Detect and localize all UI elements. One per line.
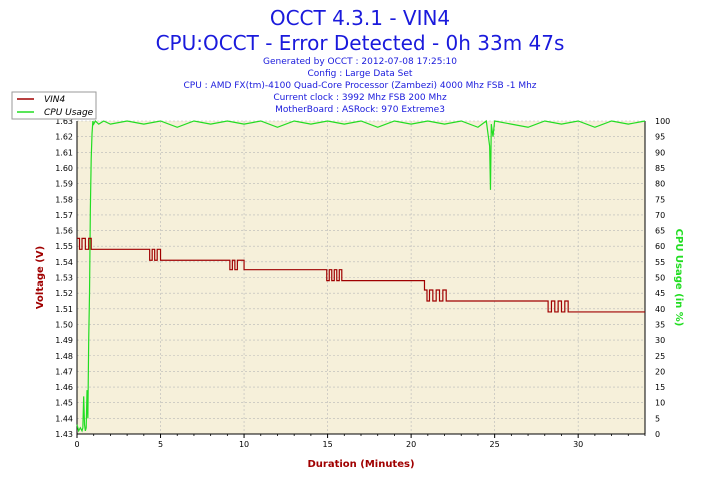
y-tick-right-label: 40: [655, 305, 665, 314]
y-tick-right-label: 100: [655, 117, 670, 126]
y-tick-left-label: 1.49: [55, 336, 73, 345]
y-tick-left-label: 1.51: [55, 305, 73, 314]
y-axis-right-label: CPU Usage (in %): [673, 229, 684, 327]
y-tick-right-label: 0: [655, 430, 660, 439]
y-tick-left-label: 1.59: [55, 180, 73, 189]
legend: VIN4 CPU Usage: [11, 91, 97, 120]
y-tick-right-label: 45: [655, 289, 665, 298]
y-tick-left-label: 1.56: [55, 227, 73, 236]
y-tick-left-label: 1.52: [55, 289, 73, 298]
x-tick-label: 15: [322, 440, 332, 449]
y-tick-left-label: 1.62: [55, 133, 73, 142]
y-tick-right-label: 85: [655, 164, 665, 173]
y-tick-left-label: 1.47: [55, 367, 73, 376]
y-tick-left-label: 1.55: [55, 242, 73, 251]
info-motherboard: MotherBoard : ASRock: 970 Extreme3: [275, 105, 445, 115]
y-tick-right-label: 10: [655, 399, 665, 408]
y-tick-right-label: 20: [655, 367, 665, 376]
x-tick-label: 30: [573, 440, 583, 449]
y-tick-right-label: 55: [655, 258, 665, 267]
legend-box: [11, 91, 97, 120]
legend-label-cpu-usage: CPU Usage: [44, 108, 94, 118]
y-tick-left-label: 1.57: [55, 211, 73, 220]
y-tick-right-label: 90: [655, 148, 665, 157]
info-clock: Current clock : 3992 Mhz FSB 200 Mhz: [273, 93, 447, 103]
y-tick-right-label: 5: [655, 414, 660, 423]
y-tick-right-label: 60: [655, 242, 665, 251]
y-tick-left-label: 1.48: [55, 352, 73, 361]
y-tick-left-label: 1.45: [55, 399, 73, 408]
info-cpu: CPU : AMD FX(tm)-4100 Quad-Core Processo…: [183, 81, 537, 91]
y-axis-left-label: Voltage (V): [35, 246, 46, 309]
y-tick-left-label: 1.53: [55, 274, 73, 283]
y-tick-right-label: 80: [655, 180, 665, 189]
series-line-vin4: [77, 237, 645, 313]
y-tick-right-label: 30: [655, 336, 665, 345]
y-tick-left-label: 1.43: [55, 430, 73, 439]
legend-label-vin4: VIN4: [44, 95, 66, 105]
x-axis-label: Duration (Minutes): [307, 459, 414, 470]
y-tick-left-label: 1.60: [55, 164, 73, 173]
y-tick-right-label: 75: [655, 195, 665, 204]
y-tick-right-label: 25: [655, 352, 665, 361]
y-tick-right-label: 95: [655, 133, 665, 142]
chart-title: OCCT 4.3.1 - VIN4: [269, 6, 451, 30]
y-tick-left-label: 1.61: [55, 148, 73, 157]
x-tick-label: 20: [406, 440, 416, 449]
x-tick-label: 25: [490, 440, 500, 449]
y-tick-right-label: 70: [655, 211, 665, 220]
y-tick-left-label: 1.54: [55, 258, 73, 267]
y-tick-left-label: 1.50: [55, 320, 73, 329]
y-tick-right-label: 50: [655, 274, 665, 283]
x-tick-label: 0: [74, 440, 79, 449]
info-generated: Generated by OCCT : 2012-07-08 17:25:10: [263, 57, 457, 67]
x-tick-label: 10: [239, 440, 249, 449]
y-tick-left-label: 1.58: [55, 195, 73, 204]
y-tick-left-label: 1.44: [55, 414, 73, 423]
y-tick-right-label: 65: [655, 227, 665, 236]
y-tick-left-label: 1.46: [55, 383, 73, 392]
y-tick-right-label: 35: [655, 320, 665, 329]
chart-subtitle: CPU:OCCT - Error Detected - 0h 33m 47s: [155, 31, 565, 55]
y-tick-left-label: 1.63: [55, 117, 73, 126]
series-line-cpu-usage: [76, 119, 646, 433]
x-tick-label: 5: [158, 440, 163, 449]
y-tick-right-label: 15: [655, 383, 665, 392]
info-config: Config : Large Data Set: [307, 69, 413, 79]
